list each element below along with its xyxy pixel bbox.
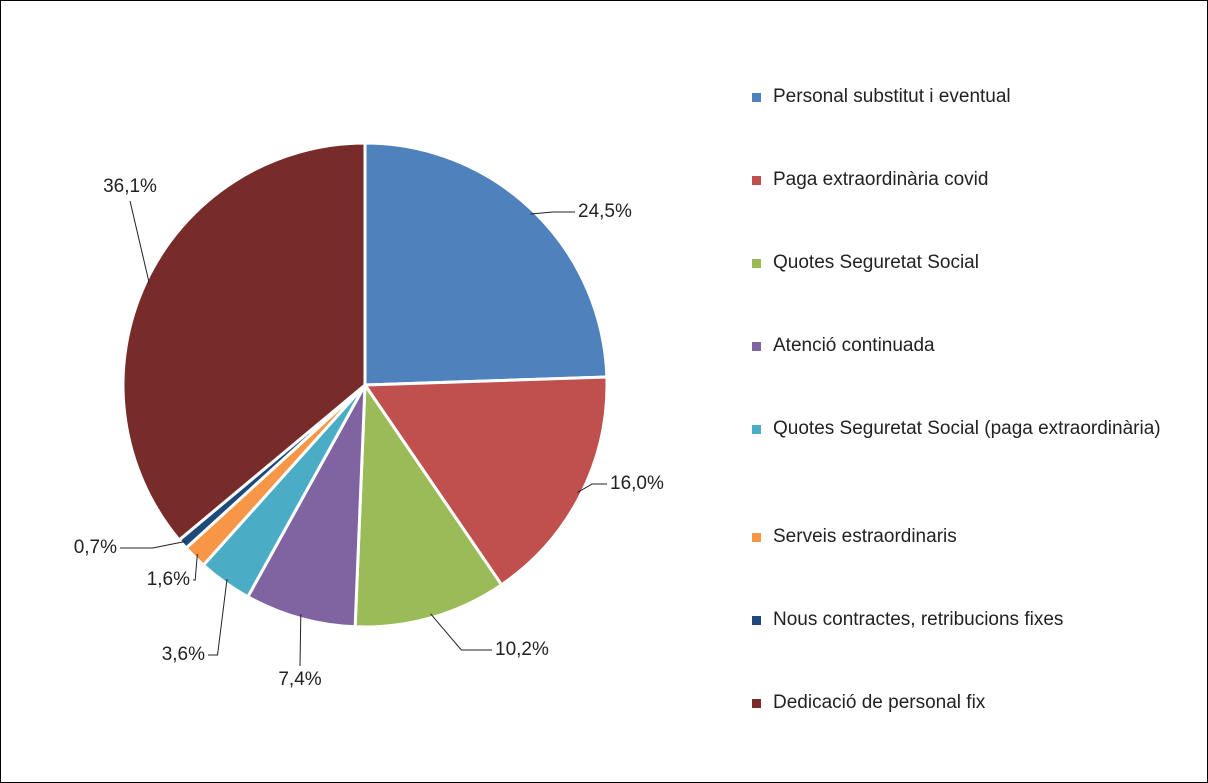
legend-label: Paga extraordinària covid [773,169,989,190]
pie-slice [245,384,367,629]
pie-slice [363,141,609,387]
leader-line [530,211,575,215]
leader-line [299,614,302,667]
legend-label: Serveis estraordinaris [773,526,957,547]
leader-line [208,578,228,656]
legend-label: Personal substitut i eventual [773,86,1011,107]
legend-swatch [752,259,761,268]
legend-item: Paga extraordinària covid [752,167,1172,193]
legend-label: Quotes Seguretat Social (paga extraordin… [773,418,1161,439]
legend-swatch [752,176,761,185]
legend-item: Quotes Seguretat Social (paga extraordin… [752,416,1172,442]
legend-swatch [752,533,761,542]
leader-line [577,483,607,494]
data-label: 36,1% [103,176,157,197]
legend-item: Serveis estraordinaris [752,524,1172,550]
data-label: 10,2% [495,639,549,660]
legend-item: Quotes Seguretat Social [752,250,1172,276]
legend-item: Personal substitut i eventual [752,84,1172,110]
pie-slice [362,375,609,587]
legend-swatch [752,699,761,708]
data-label: 3,6% [162,644,205,665]
legend-item: Nous contractes, retribucions fixes [752,607,1172,633]
legend-swatch [752,616,761,625]
data-label: 24,5% [578,201,632,222]
data-label: 7,4% [278,669,321,690]
pie-slice [121,141,367,543]
legend-item: Atenció continuada [752,333,1172,359]
legend-label: Dedicació de personal fix [773,692,986,713]
data-label: 0,7% [74,537,117,558]
leader-line [430,613,492,651]
legend-swatch [752,93,761,102]
legend-label: Quotes Seguretat Social [773,252,979,273]
pie-slice [353,380,504,629]
data-label: 16,0% [610,473,664,494]
legend-swatch [752,342,761,351]
leader-line [193,553,198,581]
legend-swatch [752,425,761,434]
legend-item: Dedicació de personal fix [752,690,1172,716]
leader-line [120,540,186,549]
legend-label: Nous contractes, retribucions fixes [773,609,1064,630]
leader-line [129,200,150,285]
data-label: 1,6% [147,569,190,590]
legend-label: Atenció continuada [773,335,935,356]
